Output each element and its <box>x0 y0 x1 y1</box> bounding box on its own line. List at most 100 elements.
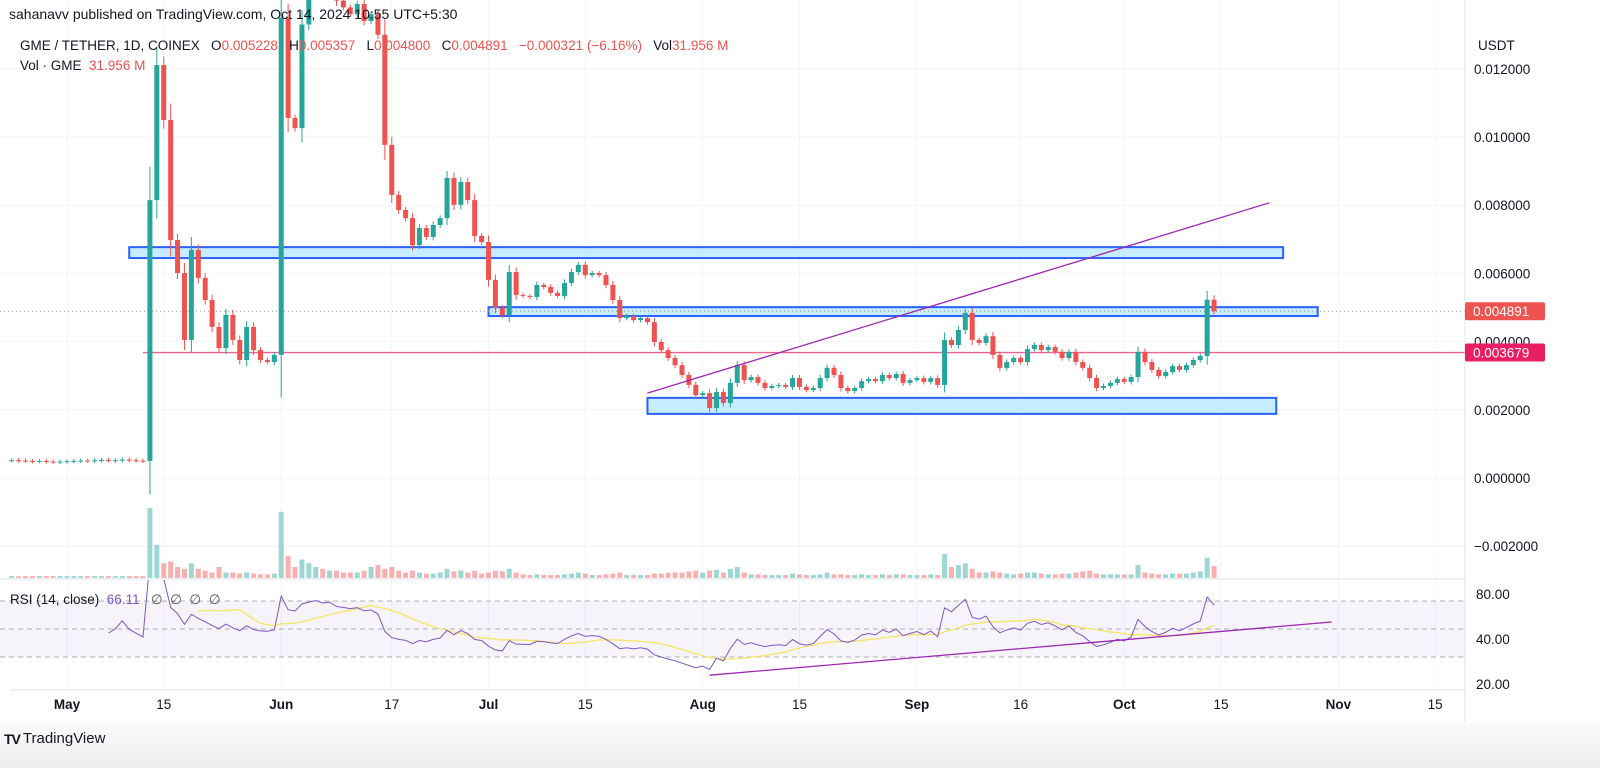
candle-body <box>1121 379 1127 382</box>
candle <box>672 355 678 369</box>
candle <box>693 381 699 399</box>
volume-bar <box>181 568 187 578</box>
volume-bar <box>361 570 367 578</box>
time-tick-label: 15 <box>156 697 171 712</box>
rsi-tick-label: 40.00 <box>1476 632 1510 647</box>
candle <box>126 457 132 463</box>
volume-bar <box>534 574 540 578</box>
candle-body <box>244 326 250 361</box>
candle-body <box>57 461 63 463</box>
candle-body <box>237 339 243 361</box>
candle <box>257 346 263 364</box>
rsi-trendline[interactable] <box>709 621 1332 676</box>
volume-bar <box>900 574 906 578</box>
candle-body <box>1024 349 1030 363</box>
rsi-legend[interactable]: RSI (14, close) 66.11 ∅ ∅ ∅ ∅ <box>10 592 220 608</box>
candle-body <box>292 117 298 129</box>
candle <box>285 3 291 132</box>
candle-body <box>796 378 802 387</box>
time-tick-label: Jun <box>269 697 293 712</box>
volume-bar <box>714 569 720 578</box>
support-resistance-zone[interactable] <box>646 396 1278 415</box>
volume-bar <box>589 575 595 578</box>
volume-bar <box>451 571 457 578</box>
candle <box>154 46 160 219</box>
candle-body <box>92 460 98 462</box>
candle <box>230 309 236 345</box>
volume-bar <box>1149 573 1155 578</box>
candle-body <box>1163 371 1169 377</box>
candle <box>271 351 277 365</box>
symbol-name[interactable]: GME / TETHER, 1D, COINEX <box>20 38 200 53</box>
volume-bar <box>631 575 637 578</box>
volume-bar <box>292 566 298 578</box>
volume-legend[interactable]: Vol · GME 31.956 M <box>20 58 145 73</box>
candle <box>85 458 91 464</box>
volume-bar <box>105 576 111 578</box>
volume-bar <box>71 576 77 578</box>
candle-body <box>161 65 167 120</box>
price-axis[interactable]: 0.0120000.0100000.0080000.0060000.004000… <box>1465 62 1545 692</box>
candle <box>796 374 802 391</box>
trendlines[interactable] <box>647 202 1270 394</box>
candle-body <box>181 273 187 340</box>
volume-bar <box>568 573 574 578</box>
candle <box>955 326 961 349</box>
candle <box>1142 348 1148 366</box>
candle-body <box>492 279 498 308</box>
candle-body <box>631 316 637 321</box>
candle-body <box>119 459 125 461</box>
candle <box>983 333 989 346</box>
volume-bar <box>1059 573 1065 578</box>
currency-label[interactable]: USDT <box>1478 38 1515 53</box>
high-value: 0.005357 <box>298 38 356 53</box>
candle <box>382 19 388 161</box>
candle-body <box>748 377 754 381</box>
time-axis[interactable]: May 15 Jun 17 Jul 15 Aug 15 Sep 16 Oct 15 Nov 15 <box>54 697 1443 712</box>
candle-body <box>720 392 726 403</box>
candle-body <box>368 14 374 22</box>
candle <box>202 273 208 305</box>
volume-bar <box>838 574 844 578</box>
candle <box>112 458 118 463</box>
support-resistance-zone[interactable] <box>128 246 1285 260</box>
horizontal-line-badge <box>1465 343 1545 362</box>
candle-body <box>969 312 975 340</box>
volume-bar <box>465 572 471 578</box>
candle <box>1066 349 1072 361</box>
candle-body <box>955 330 961 346</box>
candle-body <box>1052 347 1058 352</box>
candle-body <box>596 273 602 276</box>
candle-body <box>1059 351 1065 358</box>
candle <box>1149 359 1155 373</box>
candle-body <box>1011 357 1017 363</box>
candles <box>9 0 1217 495</box>
candle-body <box>976 339 982 343</box>
rsi-lines <box>108 580 1332 676</box>
candle-body <box>810 387 816 391</box>
volume-bar <box>168 561 174 578</box>
candle <box>990 331 996 360</box>
candle <box>1114 376 1120 386</box>
candle <box>824 364 830 382</box>
volume-bar <box>458 570 464 578</box>
candle <box>707 389 713 412</box>
candle-body <box>562 282 568 296</box>
close-label: C <box>441 38 452 53</box>
candle-body <box>776 384 782 386</box>
candle <box>1204 290 1210 365</box>
volume-bar <box>644 575 650 578</box>
volume-bar <box>859 574 865 578</box>
volume-bar <box>1066 573 1072 578</box>
tradingview-logo[interactable]: TV TradingView <box>4 730 105 747</box>
candle <box>1197 353 1203 363</box>
candle <box>790 374 796 391</box>
candle-body <box>216 326 222 349</box>
drawings[interactable] <box>0 246 1465 415</box>
candle-body <box>1004 362 1010 368</box>
volume-bar <box>790 573 796 578</box>
price-tick-label: 0.002000 <box>1474 403 1530 418</box>
trendline[interactable] <box>647 202 1270 394</box>
volume-bar <box>1004 573 1010 578</box>
